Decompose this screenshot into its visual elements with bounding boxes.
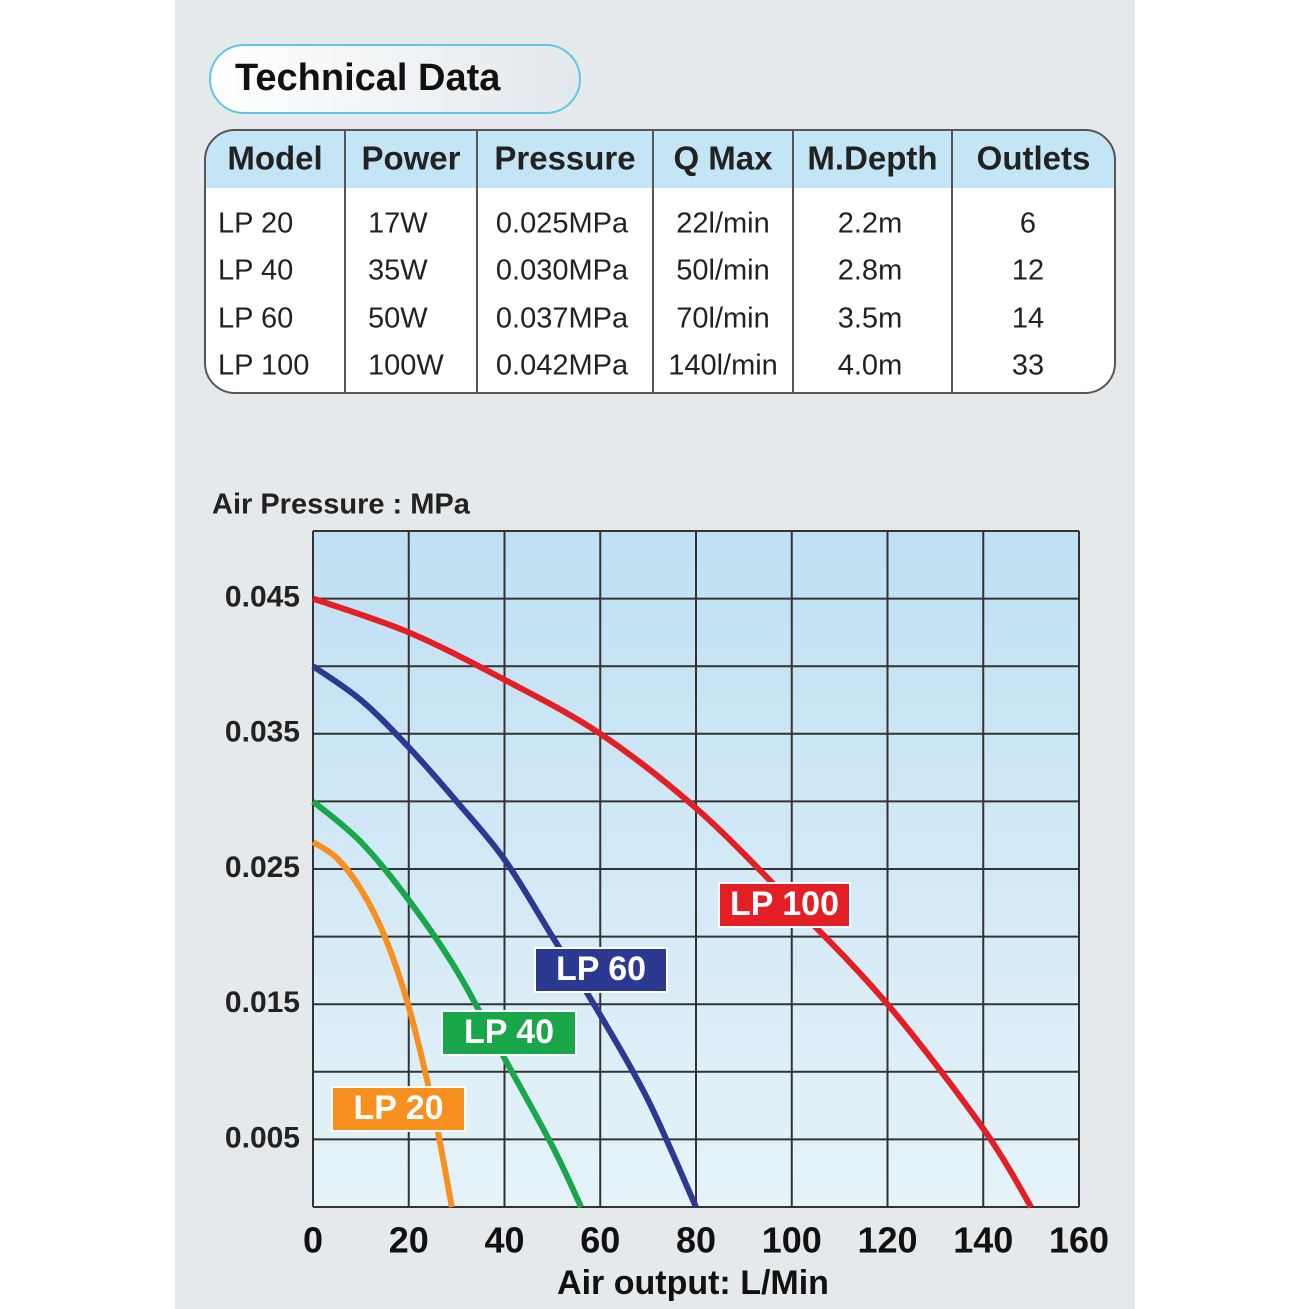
x-tick-label: 40	[484, 1220, 524, 1261]
x-tick-label: 100	[762, 1220, 822, 1261]
table-cell: 2.2m	[838, 208, 902, 240]
column-header: Outlets	[977, 140, 1091, 177]
column-header: Power	[361, 140, 460, 177]
y-axis-label: Air Pressure : MPa	[212, 489, 471, 521]
x-tick-label: 80	[676, 1220, 716, 1261]
table-cell: 50W	[368, 303, 428, 335]
y-tick-label: 0.005	[225, 1121, 300, 1154]
x-tick-label: 0	[303, 1220, 323, 1261]
table-cell: 12	[1012, 255, 1044, 287]
x-tick-label: 60	[580, 1220, 620, 1261]
curve-label: LP 60	[556, 950, 646, 988]
table: Model Power Pressure Q Max M.Depth Outlets LP …	[204, 129, 1116, 394]
table-cell: 6	[1020, 208, 1036, 240]
x-tick-label: 140	[953, 1220, 1013, 1261]
table-border	[204, 129, 1116, 394]
table-cell: 70l/min	[676, 303, 770, 335]
table-cell: 2.8m	[838, 255, 902, 287]
curve-label-box	[441, 1010, 577, 1056]
table-cell: 3.5m	[838, 303, 902, 335]
table-cell: 33	[1012, 350, 1044, 382]
table-cell: LP 60	[218, 303, 293, 335]
curve-label-box	[718, 882, 851, 928]
y-tick-label: 0.025	[225, 851, 300, 884]
table-cell: 100W	[368, 350, 444, 382]
y-tick-label: 0.035	[225, 716, 300, 749]
table-cell: 17W	[368, 208, 428, 240]
table-cell: 4.0m	[838, 350, 902, 382]
table-bg	[205, 130, 1115, 393]
curve-label: LP 40	[464, 1013, 554, 1051]
column-header: M.Depth	[807, 140, 937, 177]
curve-label: LP 20	[353, 1089, 443, 1127]
table-cell: LP 40	[218, 255, 293, 287]
table-cell: 0.037MPa	[496, 303, 629, 335]
table-cell: LP 100	[218, 350, 309, 382]
curve-label: LP 100	[730, 885, 839, 923]
curve-label-box	[534, 947, 668, 993]
table-cell: 0.025MPa	[496, 208, 629, 240]
x-tick-label: 120	[857, 1220, 917, 1261]
x-tick-label: 160	[1049, 1220, 1109, 1261]
curve	[312, 595, 1034, 1209]
y-tick-label: 0.045	[225, 581, 300, 614]
curve	[311, 663, 699, 1209]
column-header: Pressure	[494, 140, 635, 177]
curve	[311, 799, 584, 1209]
table-cell: 35W	[368, 255, 428, 287]
x-axis-label: Air output: L/Min	[557, 1264, 829, 1302]
table-cell: 14	[1012, 303, 1044, 335]
title: Technical Data	[235, 57, 501, 99]
y-tick-label: 0.015	[225, 986, 300, 1019]
table-cell: LP 20	[218, 208, 293, 240]
table-cell: 0.030MPa	[496, 255, 629, 287]
table-header-bg	[205, 130, 1115, 188]
curve-label-box	[331, 1086, 466, 1132]
table-cell: 140l/min	[668, 350, 778, 382]
column-header: Q Max	[673, 140, 773, 177]
x-tick-label: 20	[389, 1220, 429, 1261]
column-header: Model	[227, 140, 322, 177]
title-box	[209, 44, 581, 114]
table-cell: 22l/min	[676, 208, 770, 240]
table-cell: 50l/min	[676, 255, 770, 287]
table-cell: 0.042MPa	[496, 350, 629, 382]
